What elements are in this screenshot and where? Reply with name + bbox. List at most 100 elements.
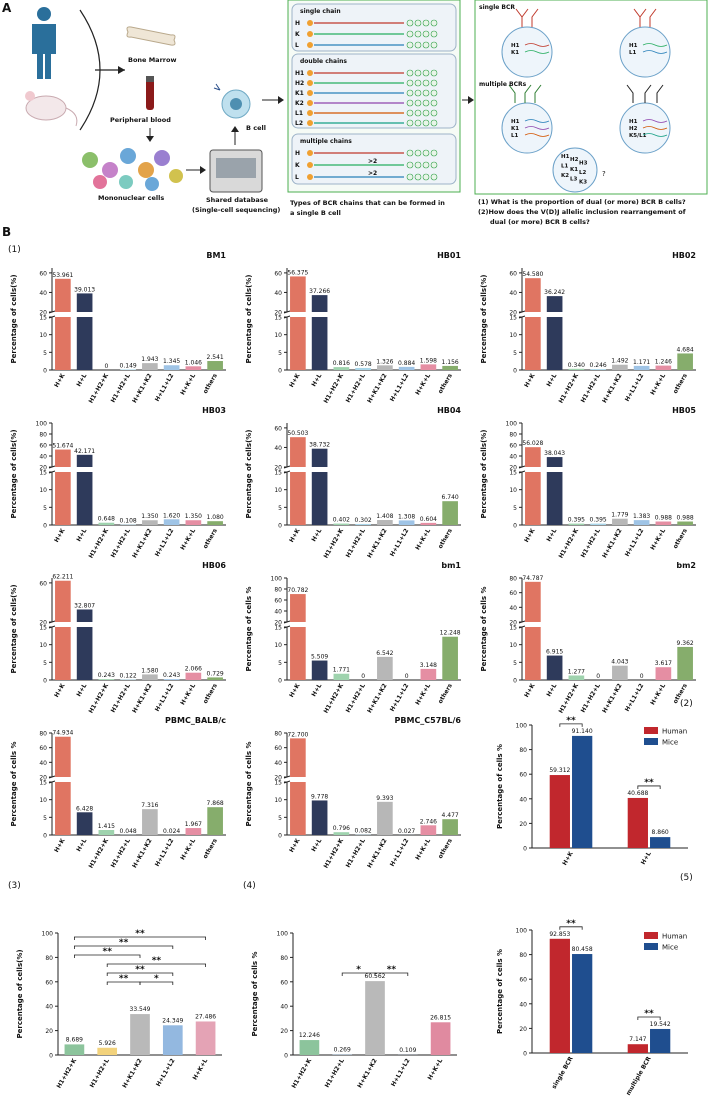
value-label: 0.395 [568,517,585,524]
x-tick-label: H1+H2+K [557,372,580,404]
database-label: (Single-cell sequencing) [192,206,280,214]
significance-line [559,926,583,930]
bar [76,609,93,622]
value-label: 1.408 [376,513,393,520]
x-tick-label: H1+H2+K [87,527,110,559]
y-tick-label: 15 [39,315,47,322]
legend-label: Mice [662,944,678,952]
value-label: 36.242 [544,289,565,296]
value-label: 0.109 [399,1047,416,1054]
significance-label: ** [387,965,397,975]
bar [677,646,693,680]
significance-line [106,972,174,976]
value-label: 7.147 [629,1036,646,1043]
chain-box [291,3,457,52]
chain-segment [430,149,438,157]
bar [55,278,71,312]
value-label: 0.122 [120,673,137,680]
bar [525,581,541,622]
y-tick-label: 60 [509,590,517,597]
bar [120,369,136,370]
x-tick-label: H+K1+K2 [366,838,388,870]
value-label: 0.340 [568,362,585,369]
chart-title: bm1 [441,561,461,570]
chain-segment [406,89,414,97]
value-label: 40.688 [627,790,648,797]
y-tick-label: 60 [280,979,288,986]
value-label: 1.277 [568,668,585,675]
y-axis-title: Percentage of cells % [245,741,253,826]
bar [55,580,71,622]
bar [546,317,563,370]
chain-segment [307,174,313,180]
bar [185,672,202,680]
x-tick-label: H1+H2+K [557,682,580,714]
y-axis-title: Percentage of cells(%) [10,429,18,518]
x-tick-label: H+K+L [414,682,432,706]
bar [207,521,223,525]
value-label: 1.598 [420,357,437,364]
chain-line [642,50,668,54]
y-tick-label: 5 [278,505,282,512]
value-label: 1.308 [398,513,415,520]
x-tick-label: single BCR [551,1055,575,1090]
bar [185,828,202,835]
legend-label: Mice [662,739,678,747]
y-tick-label: 100 [42,931,54,938]
value-label: 1.246 [655,359,672,366]
bar [398,520,415,525]
chain-line [524,126,550,130]
value-label: 0 [361,673,365,680]
bar [76,627,93,680]
x-tick-label: H+K1+K2 [601,373,623,405]
bar [142,520,158,525]
value-label: 4.684 [677,346,694,353]
significance-line [74,954,141,958]
legend-swatch [644,738,658,745]
bar [76,317,93,370]
chain-segment [307,80,313,86]
question: (1) What is the proportion of dual (or m… [478,198,686,206]
y-tick-label: 20 [519,821,527,828]
value-label: 12.248 [440,630,461,637]
y-tick-label: 40 [519,796,527,803]
y-tick-label: 100 [277,931,289,938]
value-label: 0.246 [590,362,607,369]
bar [549,938,570,1053]
value-label: 0.604 [420,516,437,523]
bar [442,365,458,370]
y-tick-label: 10 [274,642,282,649]
value-label: 0.988 [677,515,694,522]
bar [290,738,306,777]
x-tick-label: H+K+L [179,682,197,706]
significance-label: ** [102,947,112,957]
value-label: 0.243 [98,672,115,679]
chain-label: K1 [295,90,304,97]
x-tick-label: H+K+L [414,837,432,861]
bar [546,472,563,525]
chain-segment [430,79,438,87]
x-tick-label: H+K1+K2 [131,373,153,405]
bar [442,819,458,835]
value-label: 0.302 [355,517,372,524]
significance-line [74,936,206,940]
chain-segment [430,99,438,107]
question: dual (or more) BCR B cells? [490,218,590,226]
bar [290,594,306,622]
bar [420,668,437,680]
chain-segment [414,173,422,181]
value-label: 2.746 [420,818,437,825]
x-tick-label: H+K [288,527,302,544]
y-axis-title: Percentage of cells(%) [480,274,488,363]
panel-label: (2) [680,699,693,709]
panel-label: (5) [680,873,693,883]
x-tick-label: H+L1+L2 [154,528,176,558]
y-tick-label: 20 [274,310,282,317]
chain-segment [422,89,430,97]
x-tick-label: H+L [640,850,653,866]
cell-label: L2 [579,170,587,176]
chain-line [524,43,550,47]
y-tick-label: 40 [280,1004,288,1011]
x-tick-label: H1+H2+L [345,682,367,714]
value-label: 0.108 [120,518,137,525]
